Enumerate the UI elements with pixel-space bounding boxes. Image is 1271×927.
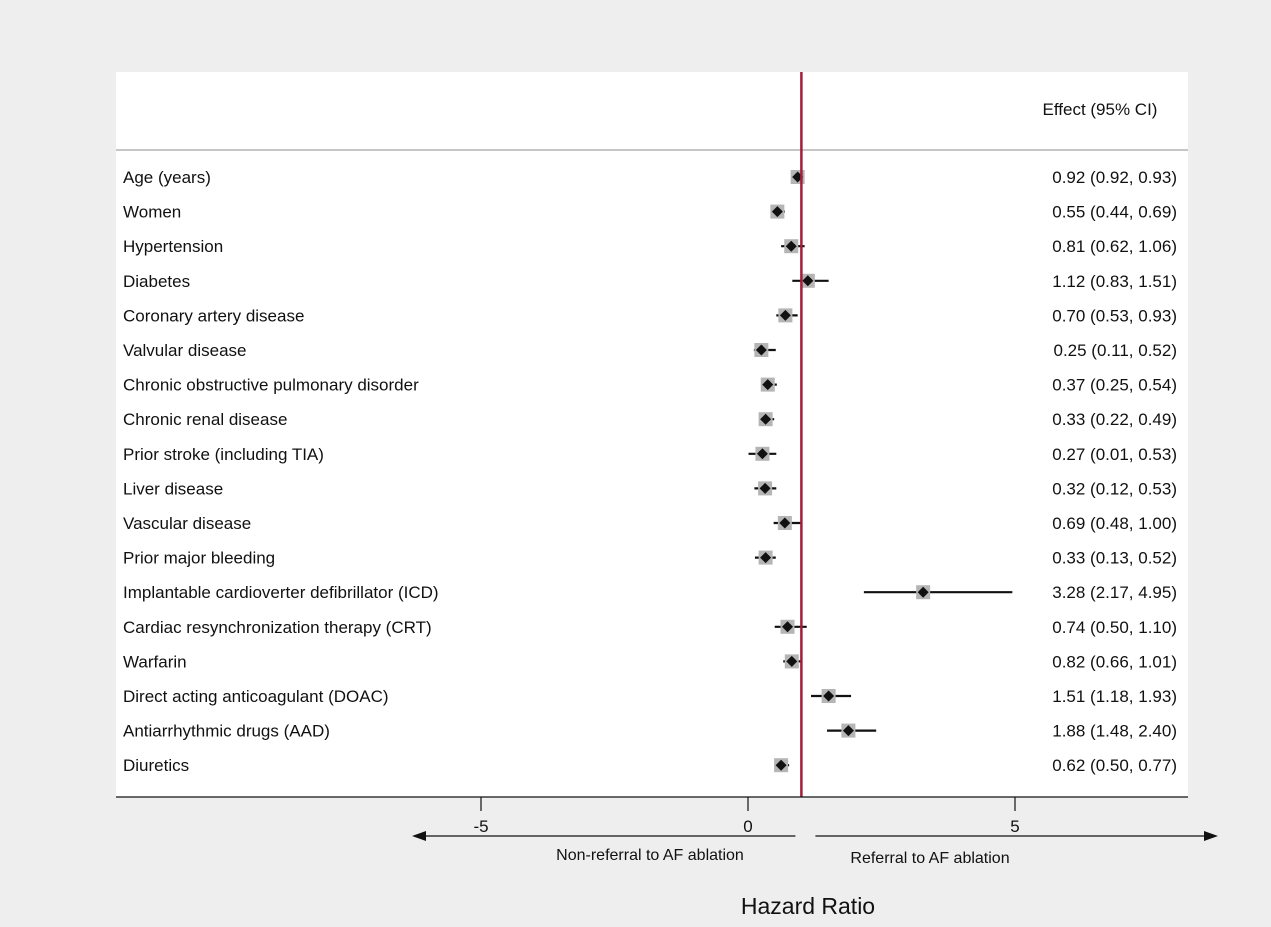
row-label: Direct acting anticoagulant (DOAC): [123, 687, 389, 706]
row-label: Antiarrhythmic drugs (AAD): [123, 722, 330, 741]
point-estimate: [786, 655, 798, 667]
row-label: Coronary artery disease: [123, 306, 304, 325]
row-label: Age (years): [123, 168, 211, 187]
left-direction-label: Non-referral to AF ablation: [556, 847, 744, 864]
row-effect-text: 0.69 (0.48, 1.00): [1052, 514, 1177, 533]
point-estimate: [917, 586, 929, 598]
row-label: Women: [123, 203, 181, 222]
row-effect-text: 0.81 (0.62, 1.06): [1052, 237, 1177, 256]
point-estimate: [771, 206, 783, 218]
point-estimate: [759, 482, 771, 494]
row-effect-text: 0.82 (0.66, 1.01): [1052, 652, 1177, 671]
point-estimate: [755, 344, 767, 356]
row-label: Implantable cardioverter defibrillator (…: [123, 583, 439, 602]
x-tick-label: 5: [1010, 817, 1019, 836]
row-label: Valvular disease: [123, 341, 246, 360]
point-estimate: [785, 240, 797, 252]
row-effect-text: 0.74 (0.50, 1.10): [1052, 618, 1177, 637]
left-arrowhead: [412, 831, 426, 841]
row-label: Prior major bleeding: [123, 549, 275, 568]
row-effect-text: 1.51 (1.18, 1.93): [1052, 687, 1177, 706]
row-effect-text: 0.55 (0.44, 0.69): [1052, 203, 1177, 222]
x-axis-ticks: -5 0 5: [473, 797, 1020, 836]
point-estimate: [779, 309, 791, 321]
row-effect-text: 0.70 (0.53, 0.93): [1052, 306, 1177, 325]
point-estimate: [782, 621, 794, 633]
right-arrowhead: [1204, 831, 1218, 841]
point-estimate: [823, 690, 835, 702]
rows-layer: Age (years) 0.92 (0.92, 0.93) Women 0.55 (0…: [123, 168, 1177, 775]
row-label: Chronic renal disease: [123, 410, 287, 429]
row-label: Diabetes: [123, 272, 190, 291]
row-label: Vascular disease: [123, 514, 251, 533]
point-estimate: [762, 379, 774, 391]
plot-panel: [116, 72, 1188, 797]
point-estimate: [756, 448, 768, 460]
x-axis-title: Hazard Ratio: [741, 893, 875, 919]
point-estimate: [760, 413, 772, 425]
point-estimate: [779, 517, 791, 529]
row-label: Cardiac resynchronization therapy (CRT): [123, 618, 432, 637]
row-effect-text: 0.62 (0.50, 0.77): [1052, 756, 1177, 775]
right-direction-label: Referral to AF ablation: [850, 850, 1009, 867]
row-label: Prior stroke (including TIA): [123, 445, 324, 464]
point-estimate: [802, 275, 814, 287]
effect-column-header: Effect (95% CI): [1043, 100, 1158, 119]
row-label: Chronic obstructive pulmonary disorder: [123, 376, 419, 395]
row-label: Warfarin: [123, 652, 187, 671]
point-estimate: [760, 552, 772, 564]
row-effect-text: 1.12 (0.83, 1.51): [1052, 272, 1177, 291]
point-estimate: [842, 725, 854, 737]
row-effect-text: 0.33 (0.13, 0.52): [1052, 549, 1177, 568]
direction-arrows: [412, 831, 1218, 841]
row-label: Liver disease: [123, 479, 223, 498]
row-effect-text: 0.32 (0.12, 0.53): [1052, 479, 1177, 498]
x-tick-label: -5: [473, 817, 488, 836]
row-effect-text: 0.92 (0.92, 0.93): [1052, 168, 1177, 187]
row-label: Hypertension: [123, 237, 223, 256]
row-effect-text: 0.33 (0.22, 0.49): [1052, 410, 1177, 429]
row-effect-text: 3.28 (2.17, 4.95): [1052, 583, 1177, 602]
point-estimate: [775, 759, 787, 771]
x-tick-label: 0: [743, 817, 752, 836]
row-effect-text: 0.27 (0.01, 0.53): [1052, 445, 1177, 464]
row-label: Diuretics: [123, 756, 189, 775]
row-effect-text: 0.37 (0.25, 0.54): [1052, 376, 1177, 395]
row-effect-text: 1.88 (1.48, 2.40): [1052, 722, 1177, 741]
row-effect-text: 0.25 (0.11, 0.52): [1054, 341, 1178, 360]
